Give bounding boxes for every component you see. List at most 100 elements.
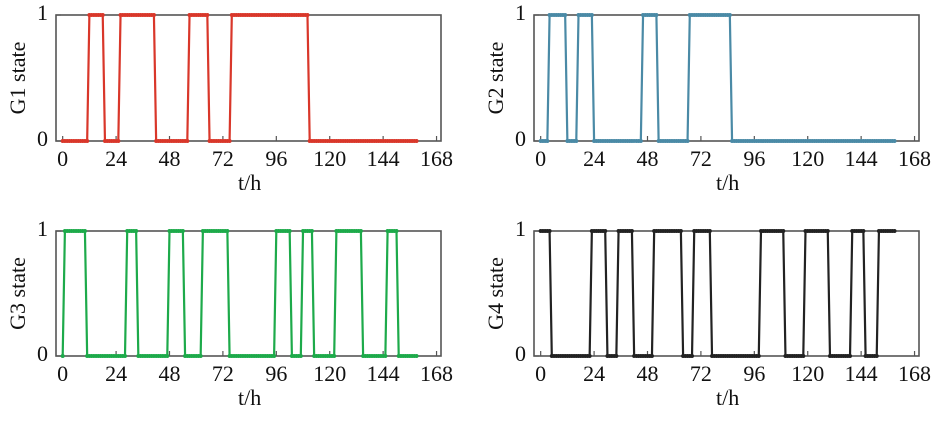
x-tick-label: 96 <box>743 361 765 386</box>
state-point <box>603 229 608 233</box>
x-axis-label: t/h <box>716 385 739 410</box>
state-point <box>707 229 712 233</box>
state-point <box>185 139 190 143</box>
state-point <box>394 229 399 233</box>
x-tick-label: 24 <box>105 361 127 386</box>
state-line <box>61 229 417 358</box>
state-point <box>305 13 310 17</box>
x-tick-label: 120 <box>791 146 824 171</box>
x-tick-label: 144 <box>367 361 400 386</box>
state-point <box>414 354 419 358</box>
state-point <box>383 354 388 358</box>
x-tick-label: 120 <box>791 361 824 386</box>
state-point <box>892 139 897 143</box>
state-point <box>60 354 65 358</box>
state-point <box>861 229 866 233</box>
state-point <box>892 229 897 233</box>
x-axis-label: t/h <box>238 385 261 410</box>
state-point <box>685 139 690 143</box>
x-tick-label: 168 <box>898 146 931 171</box>
x-tick-label: 120 <box>313 146 346 171</box>
state-point <box>298 354 303 358</box>
x-tick-label: 144 <box>845 146 878 171</box>
state-point <box>649 354 654 358</box>
state-point <box>414 139 419 143</box>
state-point <box>332 354 337 358</box>
state-point <box>309 229 314 233</box>
x-tick-label: 0 <box>57 361 68 386</box>
state-point <box>545 139 550 143</box>
state-point <box>574 139 579 143</box>
state-point <box>825 229 830 233</box>
y-tick-label: 0 <box>37 341 48 366</box>
state-point <box>180 229 185 233</box>
state-point <box>756 354 761 358</box>
state-point <box>848 354 853 358</box>
state-point <box>654 13 659 17</box>
x-tick-label: 120 <box>313 361 346 386</box>
state-point <box>287 229 292 233</box>
x-tick-label: 0 <box>535 146 546 171</box>
y-axis-label: G4 state <box>483 257 508 330</box>
state-point <box>614 354 619 358</box>
state-point <box>122 354 127 358</box>
state-point <box>358 229 363 233</box>
state-point <box>638 139 643 143</box>
x-tick-label: 48 <box>158 361 180 386</box>
state-point <box>151 13 156 17</box>
x-tick-label: 24 <box>583 361 605 386</box>
x-tick-label: 48 <box>158 146 180 171</box>
x-tick-label: 168 <box>420 146 453 171</box>
state-point <box>563 13 568 17</box>
x-tick-label: 48 <box>636 146 658 171</box>
state-point <box>629 229 634 233</box>
state-point <box>116 139 121 143</box>
y-tick-label: 1 <box>37 0 48 25</box>
plot-frame <box>55 230 442 357</box>
y-tick-label: 1 <box>515 0 526 25</box>
plot-frame <box>55 14 442 142</box>
x-tick-label: 24 <box>105 146 127 171</box>
x-axis-label: t/h <box>716 170 739 195</box>
x-tick-label: 96 <box>265 361 287 386</box>
x-tick-label: 168 <box>420 361 453 386</box>
y-tick-label: 1 <box>37 216 48 241</box>
x-tick-label: 0 <box>57 146 68 171</box>
state-point <box>134 229 139 233</box>
x-tick-label: 0 <box>535 361 546 386</box>
state-point <box>874 354 879 358</box>
x-tick-label: 24 <box>583 146 605 171</box>
state-point <box>547 229 552 233</box>
y-tick-label: 0 <box>515 341 526 366</box>
x-tick-label: 96 <box>743 146 765 171</box>
y-axis-label: G3 state <box>5 257 30 330</box>
state-point <box>587 354 592 358</box>
y-axis-label: G2 state <box>483 42 508 115</box>
x-axis-label: t/h <box>238 170 261 195</box>
x-tick-label: 168 <box>898 361 931 386</box>
x-tick-label: 48 <box>636 361 658 386</box>
x-tick-label: 144 <box>367 146 400 171</box>
x-tick-label: 72 <box>690 361 712 386</box>
y-tick-label: 0 <box>515 126 526 151</box>
x-tick-label: 72 <box>212 146 234 171</box>
x-tick-label: 144 <box>845 361 878 386</box>
x-tick-label: 72 <box>690 146 712 171</box>
y-tick-label: 0 <box>37 126 48 151</box>
y-axis-label: G1 state <box>5 42 30 115</box>
state-line <box>62 13 417 143</box>
state-point <box>227 139 232 143</box>
state-point <box>690 354 695 358</box>
state-line <box>540 229 895 358</box>
state-point <box>198 354 203 358</box>
state-point <box>801 354 806 358</box>
state-point <box>727 13 732 17</box>
state-point <box>678 229 683 233</box>
state-line <box>540 13 895 143</box>
state-point <box>100 13 105 17</box>
state-point <box>85 139 90 143</box>
state-point <box>272 354 277 358</box>
state-point <box>82 229 87 233</box>
